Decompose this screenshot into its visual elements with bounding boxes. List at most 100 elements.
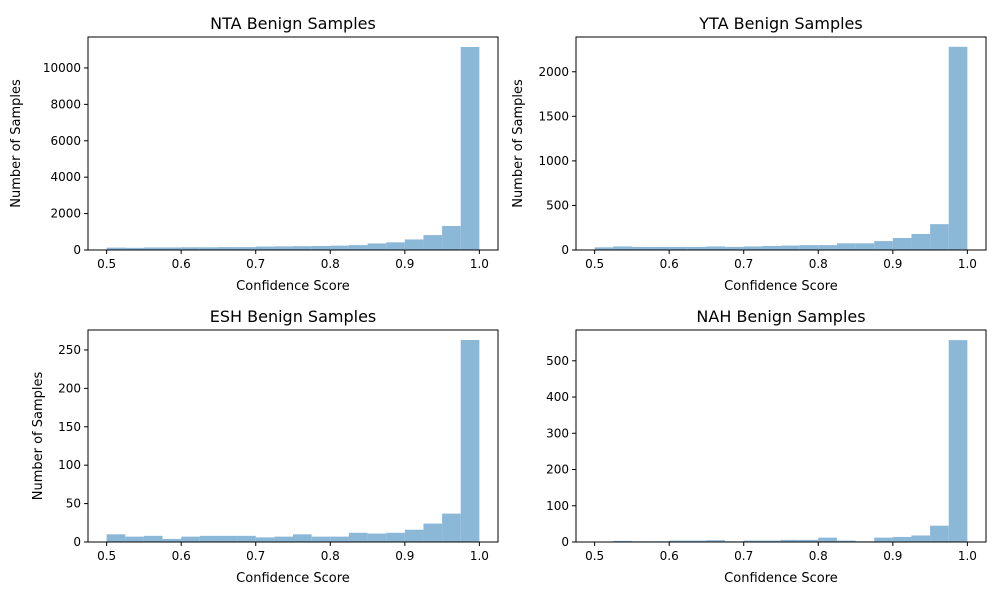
x-tick-label: 1.0 xyxy=(958,257,977,271)
y-tick-label: 4000 xyxy=(50,170,81,184)
histogram-bar xyxy=(836,540,856,542)
plot-frame xyxy=(575,329,987,543)
histogram-bar xyxy=(348,245,368,250)
chart-panel-1: 0.5 0.6 0.7 0.8 0.9 1.0 0 2000 4000 6000 8000 10000… xyxy=(9,14,499,294)
chart-panel-4: 0.5 0.6 0.7 0.8 0.9 1.0 0 100 200 300 400 500 NAH Be… xyxy=(546,307,987,586)
x-tick-label: 1.0 xyxy=(958,549,977,563)
histogram-bar xyxy=(106,534,126,542)
y-tick-label: 0 xyxy=(73,535,81,549)
histogram-bar xyxy=(255,246,275,250)
histogram-bar xyxy=(706,246,726,250)
x-tick-label: 0.5 xyxy=(97,257,116,271)
x-axis-label: Confidence Score xyxy=(724,279,838,294)
x-tick-label: 0.9 xyxy=(395,549,414,563)
y-tick-label: 0 xyxy=(561,243,569,257)
histogram-bar xyxy=(423,523,443,542)
x-tick-label: 0.5 xyxy=(585,257,604,271)
histogram-bar xyxy=(799,245,819,250)
y-tick-label: 250 xyxy=(58,343,81,357)
x-tick-label: 1.0 xyxy=(470,549,489,563)
histogram-bar xyxy=(874,241,893,250)
histogram-bar xyxy=(311,536,331,542)
plot-frame xyxy=(87,36,499,251)
chart-panel-2: 0.5 0.6 0.7 0.8 0.9 1.0 0 500 1000 1500 2000 YTA Be… xyxy=(511,14,987,294)
plot-frame xyxy=(575,36,987,251)
histogram-bar xyxy=(404,239,424,250)
histogram-bar xyxy=(125,247,144,250)
histogram-bar xyxy=(367,533,387,542)
plot-frame xyxy=(87,329,499,543)
y-tick-label: 2000 xyxy=(50,207,81,221)
y-tick-label: 1500 xyxy=(538,109,569,123)
chart-title: NAH Benign Samples xyxy=(696,307,865,326)
histogram-bar xyxy=(423,235,443,250)
y-axis-label: Number of Samples xyxy=(9,79,24,208)
histogram-bar xyxy=(293,246,312,250)
x-axis-label: Confidence Score xyxy=(236,279,350,294)
y-tick-label: 0 xyxy=(73,243,81,257)
y-tick-label: 100 xyxy=(546,499,569,513)
histogram-bar xyxy=(106,247,126,250)
histogram-bar xyxy=(162,538,182,542)
histogram-bar xyxy=(386,242,405,250)
y-tick-label: 300 xyxy=(546,426,569,440)
histogram-bar xyxy=(762,245,781,250)
y-tick-label: 100 xyxy=(58,458,81,472)
histogram-bar xyxy=(330,245,349,250)
histogram-bar xyxy=(404,529,424,542)
histogram-bar xyxy=(237,535,256,542)
y-tick-label: 2000 xyxy=(538,65,569,79)
histogram-bar xyxy=(631,246,651,250)
histogram-bar xyxy=(743,246,763,250)
x-tick-label: 0.5 xyxy=(585,549,604,563)
y-tick-label: 50 xyxy=(66,497,81,511)
histogram-bar xyxy=(293,534,312,542)
histogram-bar xyxy=(199,535,219,542)
histogram-bar xyxy=(199,247,219,250)
x-tick-label: 0.9 xyxy=(883,257,902,271)
histogram-bar xyxy=(274,536,293,542)
histogram-bar xyxy=(781,539,800,542)
histogram-bar xyxy=(687,540,707,542)
chart-title: NTA Benign Samples xyxy=(210,14,376,33)
y-tick-label: 8000 xyxy=(50,97,81,111)
histogram-bar xyxy=(255,537,275,542)
histogram-bar xyxy=(218,247,238,250)
histogram-bar xyxy=(442,225,461,250)
histogram-bar xyxy=(855,243,875,250)
y-tick-label: 10000 xyxy=(43,61,81,75)
histogram-bar xyxy=(367,243,387,250)
y-tick-label: 6000 xyxy=(50,134,81,148)
x-axis-label: Confidence Score xyxy=(236,571,350,586)
histogram-bar xyxy=(948,340,968,542)
histogram-bar xyxy=(348,532,368,542)
y-axis-label: Number of Samples xyxy=(511,79,526,208)
x-tick-label: 0.6 xyxy=(660,549,679,563)
histogram-bar xyxy=(237,247,256,250)
histogram-bar xyxy=(930,224,949,250)
histogram-bar xyxy=(687,246,707,250)
histogram-bar xyxy=(874,537,893,542)
y-tick-label: 200 xyxy=(58,381,81,395)
histogram-bar xyxy=(818,537,837,542)
x-tick-label: 0.9 xyxy=(883,549,902,563)
x-tick-label: 1.0 xyxy=(470,257,489,271)
histogram-bar xyxy=(892,237,912,250)
y-tick-label: 500 xyxy=(546,354,569,368)
histogram-bar xyxy=(762,540,781,542)
x-tick-label: 0.6 xyxy=(660,257,679,271)
histogram-bar xyxy=(143,535,163,542)
histogram-bar xyxy=(911,535,931,542)
y-tick-label: 0 xyxy=(561,535,569,549)
x-tick-label: 0.6 xyxy=(172,549,191,563)
y-axis-label: Number of Samples xyxy=(31,372,46,501)
x-tick-label: 0.8 xyxy=(809,257,828,271)
histogram-bar xyxy=(125,536,144,542)
chart-title: YTA Benign Samples xyxy=(698,14,862,33)
histogram-bar xyxy=(442,513,461,542)
histogram-bar xyxy=(330,536,349,542)
histogram-bar xyxy=(799,539,819,542)
chart-panel-3: 0.5 0.6 0.7 0.8 0.9 1.0 0 50 100 150 200 250 ESH Ben… xyxy=(31,307,499,586)
x-tick-label: 0.8 xyxy=(809,549,828,563)
